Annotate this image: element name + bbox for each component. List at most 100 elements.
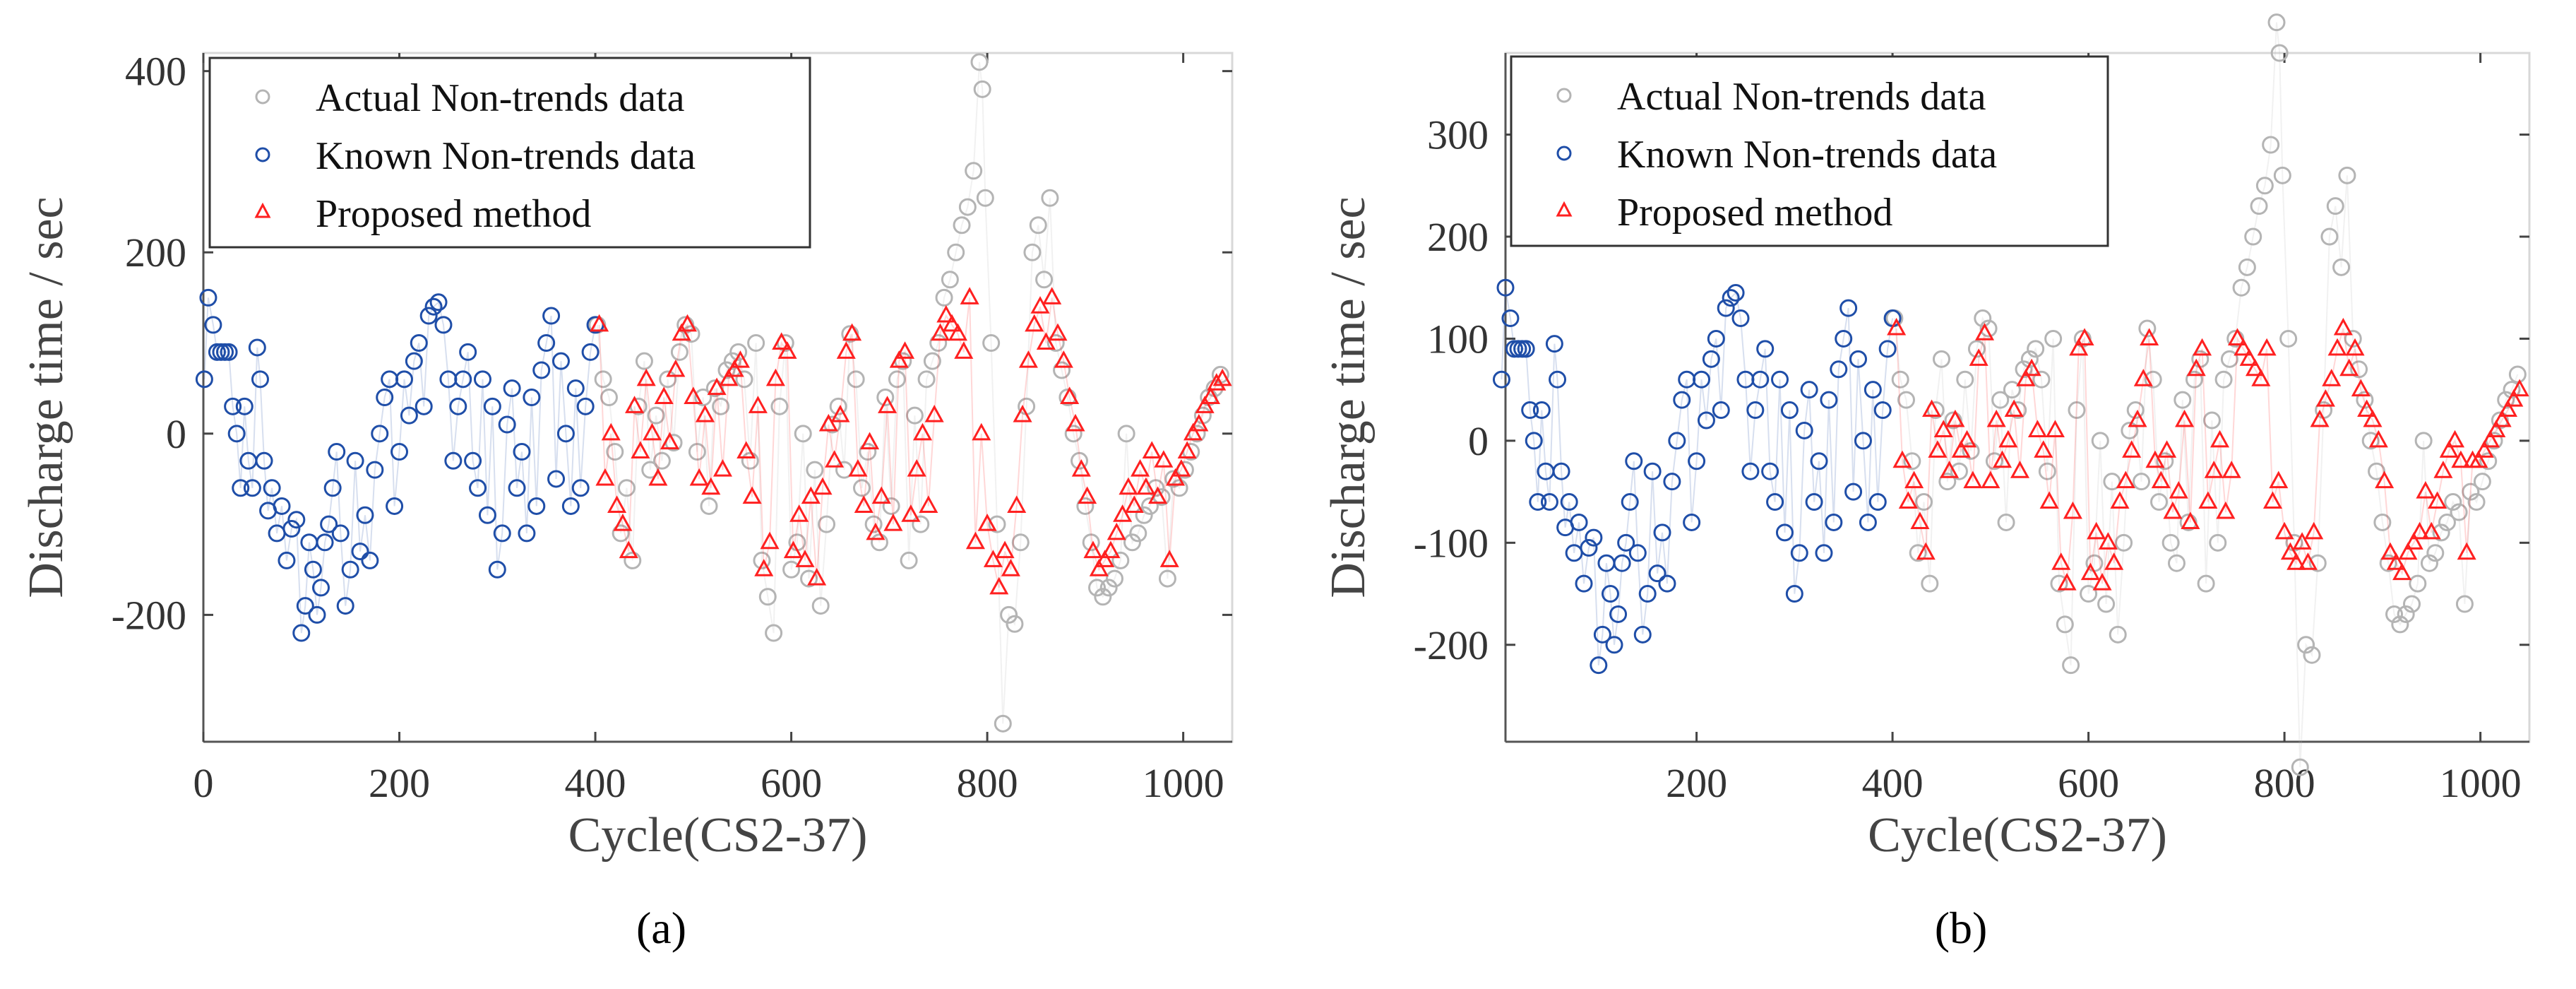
- data-point-circle: [2150, 493, 2169, 511]
- data-point-triangle: [1998, 430, 2018, 448]
- data-point-circle: [1605, 636, 1623, 654]
- data-point-circle: [532, 361, 551, 379]
- data-point-circle: [1029, 216, 1047, 235]
- legend-label: Proposed method: [316, 192, 591, 236]
- data-point-circle: [493, 524, 511, 543]
- data-point-circle: [2167, 554, 2186, 572]
- panel-a: 0 200 400 600 800 1000-2000200400Cycle(CS2-37…: [19, 49, 1234, 953]
- data-point-circle: [1830, 360, 1848, 379]
- data-point-circle: [1962, 442, 1980, 460]
- data-point-triangle: [1154, 450, 1174, 468]
- data-point-circle: [1552, 462, 1570, 480]
- data-point-triangle: [2045, 420, 2065, 437]
- data-point-triangle: [2151, 470, 2171, 489]
- data-point-circle: [606, 442, 624, 461]
- data-point-triangle: [2416, 480, 2435, 499]
- data-point-circle: [953, 216, 971, 235]
- data-point-triangle: [2163, 501, 2183, 519]
- data-point-circle: [351, 543, 369, 561]
- x-axis-label: Cycle(CS2-37): [568, 808, 868, 863]
- data-point-triangle: [2140, 328, 2159, 345]
- data-point-triangle: [2210, 430, 2230, 448]
- data-point-circle: [747, 334, 765, 353]
- data-point-circle: [958, 198, 977, 216]
- data-point-triangle: [2327, 338, 2347, 356]
- data-point-circle: [682, 325, 700, 343]
- data-point-triangle: [2421, 521, 2441, 540]
- data-point-triangle: [2193, 338, 2212, 356]
- data-point-triangle: [1940, 461, 1960, 478]
- data-point-triangle: [1171, 459, 1191, 477]
- data-point-circle: [1741, 462, 1760, 480]
- data-point-triangle: [1083, 540, 1103, 559]
- data-point-triangle: [912, 422, 933, 441]
- data-point-circle: [542, 307, 561, 325]
- data-point-circle: [617, 479, 636, 497]
- data-point-triangle: [1898, 491, 1918, 509]
- data-point-circle: [712, 397, 730, 415]
- data-point-circle: [2402, 595, 2421, 613]
- data-point-triangle: [2404, 532, 2423, 550]
- data-point-triangle: [1142, 441, 1162, 458]
- data-point-circle: [870, 533, 888, 552]
- data-point-circle: [982, 334, 1001, 353]
- data-point-triangle: [807, 567, 827, 586]
- data-point-triangle: [2310, 409, 2330, 427]
- data-point-triangle: [930, 323, 950, 341]
- data-point-circle: [2209, 533, 2227, 552]
- data-point-circle: [1693, 370, 1711, 389]
- data-point-circle: [498, 415, 516, 434]
- data-point-circle: [1170, 479, 1188, 497]
- data-point-triangle: [2128, 409, 2147, 427]
- data-point-circle: [1800, 381, 1818, 399]
- data-point-triangle: [619, 540, 638, 559]
- data-point-triangle: [1916, 542, 1936, 560]
- data-point-circle: [518, 524, 536, 543]
- data-point-circle: [561, 497, 580, 515]
- data-point-circle: [1688, 452, 1706, 470]
- data-point-circle: [571, 479, 590, 497]
- data-point-triangle: [948, 323, 968, 341]
- data-point-triangle: [2227, 328, 2248, 345]
- data-point-triangle: [954, 341, 974, 359]
- data-point-circle: [2273, 166, 2291, 184]
- data-point-circle: [551, 352, 570, 370]
- data-point-circle: [2373, 513, 2392, 531]
- data-point-circle: [947, 243, 965, 261]
- data-point-circle: [1011, 533, 1030, 552]
- data-point-circle: [1775, 523, 1794, 542]
- data-point-circle: [1496, 278, 1515, 297]
- data-point-triangle: [972, 422, 991, 441]
- data-point-circle: [2450, 503, 2468, 521]
- data-point-circle: [1064, 425, 1083, 443]
- data-point-circle: [292, 624, 311, 642]
- data-point-circle: [2267, 13, 2286, 32]
- data-point-triangle: [2504, 389, 2524, 407]
- data-point-circle: [1835, 329, 1853, 348]
- data-point-circle: [2297, 636, 2315, 654]
- data-point-triangle: [818, 413, 838, 432]
- data-point-circle: [900, 551, 918, 569]
- y-tick-label: 100: [1427, 316, 1489, 362]
- data-point-circle: [581, 343, 600, 361]
- data-point-triangle: [1910, 511, 1930, 529]
- data-point-triangle: [2380, 542, 2400, 560]
- legend: Actual Non-trends data Known Non-trends d…: [208, 57, 811, 249]
- data-point-triangle: [2110, 491, 2130, 509]
- data-point-triangle: [2016, 369, 2036, 386]
- data-point-circle: [1140, 497, 1159, 515]
- legend-label: Proposed method: [1617, 191, 1892, 235]
- data-point-circle: [2303, 646, 2321, 664]
- data-point-circle: [2050, 574, 2068, 593]
- data-point-circle: [1950, 462, 1968, 480]
- data-point-circle: [2097, 595, 2116, 613]
- data-point-circle: [400, 406, 418, 425]
- data-point-triangle: [613, 513, 633, 531]
- data-point-triangle: [2239, 348, 2259, 366]
- data-point-triangle: [2175, 409, 2195, 427]
- data-point-circle: [235, 397, 254, 415]
- x-tick-label: 200: [369, 760, 430, 806]
- data-point-circle: [1921, 574, 1939, 593]
- data-point-triangle: [1113, 504, 1133, 522]
- data-point-triangle: [748, 396, 768, 413]
